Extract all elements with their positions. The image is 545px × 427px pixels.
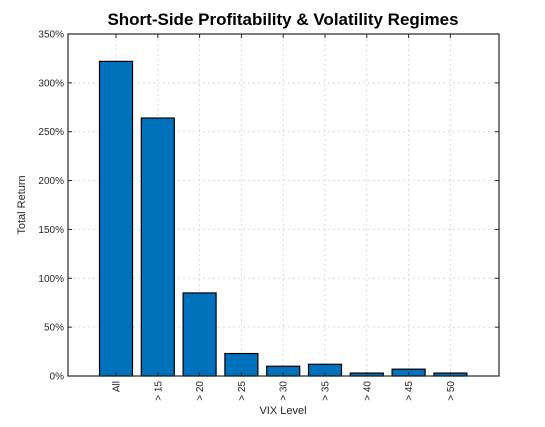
tick-labels: 0% 50% 100% 150% 200% 250% 300% 350% All > 15 > 20… [38,30,456,401]
y-tick-label: 50% [44,323,64,334]
y-tick-label: 150% [38,225,64,236]
x-tick-label: > 15 [153,381,164,401]
y-tick-label: 100% [38,274,64,285]
y-tick-label: 350% [38,30,64,41]
y-tick-label: 200% [38,176,64,187]
x-tick-label: All [112,381,123,392]
x-tick-label: > 25 [237,381,248,401]
y-axis-label: Total Return [16,175,28,234]
y-tick-label: 250% [38,127,64,138]
bar-2 [140,117,175,377]
x-tick-label: > 20 [195,381,206,401]
x-axis-label: VIX Level [259,405,306,417]
bar-1 [98,60,134,377]
x-tick-label: > 45 [404,381,415,401]
bar-3 [182,292,217,377]
x-tick-label: > 50 [446,381,457,401]
chart-title: Short-Side Profitability & Volatility Re… [107,10,458,29]
x-tick-label: > 40 [362,381,373,401]
x-tick-label: > 35 [321,381,332,401]
axes-frame [67,33,500,377]
y-tick-label: 0% [50,372,65,383]
x-tick-label: > 30 [279,381,290,401]
y-tick-label: 300% [38,78,64,89]
bars [98,60,468,377]
